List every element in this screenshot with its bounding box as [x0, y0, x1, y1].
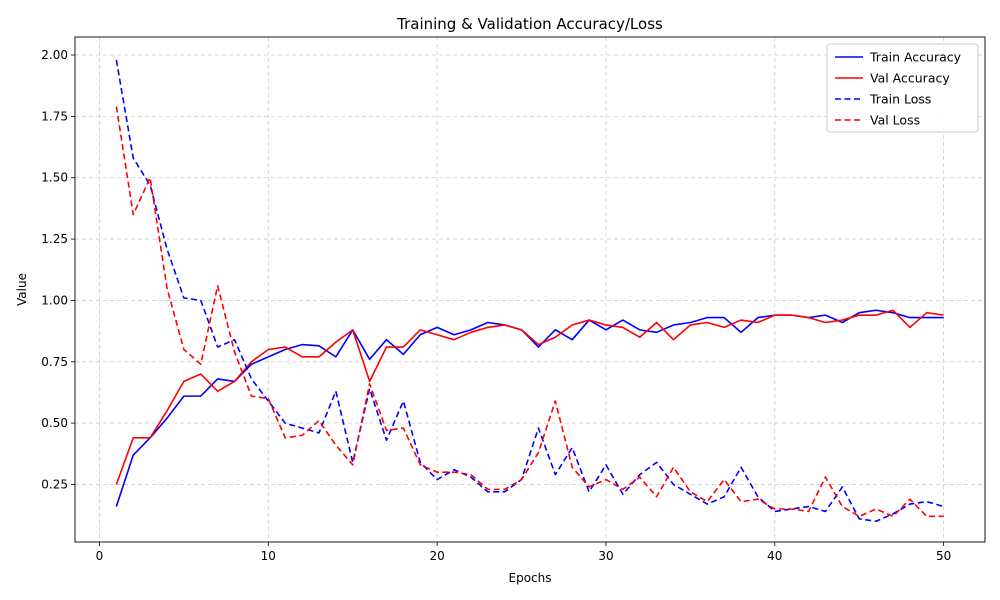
legend-label-val-accuracy: Val Accuracy — [870, 71, 950, 86]
legend-label-train-loss: Train Loss — [869, 92, 931, 107]
y-tick-label: 2.00 — [41, 48, 68, 62]
y-tick-label: 0.75 — [41, 355, 68, 369]
legend-label-val-loss: Val Loss — [870, 113, 920, 128]
chart-title: Training & Validation Accuracy/Loss — [396, 15, 663, 33]
y-tick-label: 0.25 — [41, 477, 68, 491]
y-tick-label: 1.75 — [41, 109, 68, 123]
series-line-train-loss — [115, 59, 944, 523]
y-tick-label: 1.00 — [41, 293, 68, 307]
series-layer — [115, 59, 944, 523]
x-tick-label: 30 — [598, 549, 613, 563]
series-line-val-accuracy — [115, 309, 944, 485]
x-tick-label: 0 — [96, 549, 104, 563]
legend: Train Accuracy Val Accuracy Train Loss Val … — [826, 43, 979, 133]
series-line-val-loss — [115, 106, 944, 518]
y-tick-label: 0.50 — [41, 416, 68, 430]
plot-frame — [74, 36, 986, 543]
x-tick-label: 20 — [430, 549, 445, 563]
x-tick-label: 10 — [261, 549, 276, 563]
y-tick-label: 1.50 — [41, 171, 68, 185]
x-axis-label: Epochs — [509, 571, 552, 585]
legend-label-train-accuracy: Train Accuracy — [869, 50, 962, 65]
legend-box — [826, 43, 979, 133]
x-tick-label: 40 — [767, 549, 782, 563]
x-tick-label: 50 — [936, 549, 951, 563]
ticks: 0 10 20 30 40 50 0.25 0.50 0.75 1.00 1.25 1.50 1.75 2… — [41, 48, 951, 563]
y-axis-label: Value — [15, 273, 29, 306]
y-tick-label: 1.25 — [41, 232, 68, 246]
